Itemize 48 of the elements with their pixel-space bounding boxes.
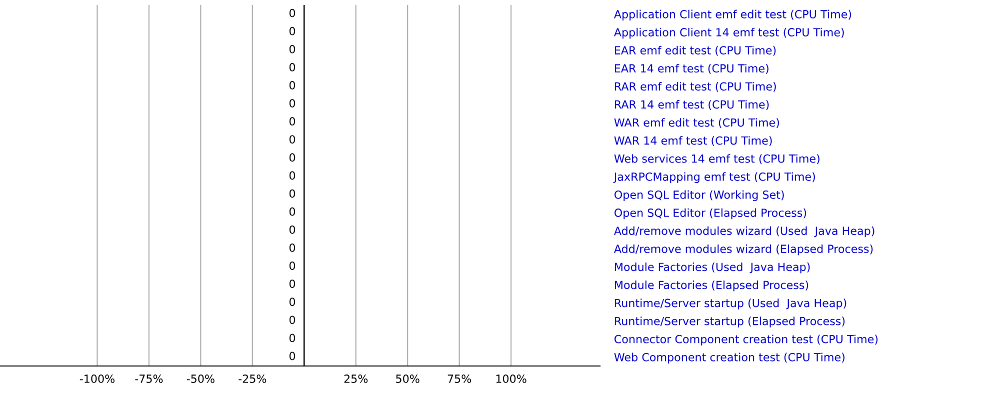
data-label: 0 — [289, 171, 296, 180]
y-tick-label: Open SQL Editor (Elapsed Process) — [614, 208, 806, 220]
y-tick-label: Open SQL Editor (Working Set) — [614, 190, 784, 202]
data-label: 0 — [289, 334, 296, 342]
data-label: 0 — [289, 117, 296, 126]
y-tick-label: JaxRPCMapping emf test (CPU Time) — [613, 172, 815, 184]
data-label: 0 — [289, 262, 296, 270]
data-label: 0 — [289, 189, 296, 198]
data-label: 0 — [289, 26, 296, 36]
data-label: 0 — [289, 207, 296, 216]
x-tick-label: 100% — [496, 374, 526, 383]
y-tick-label: Module Factories (Elapsed Process) — [614, 280, 808, 292]
y-tick-label: Add/remove modules wizard (Used Java Heap) — [614, 226, 874, 238]
y-tick-label: Runtime/Server startup (Elapsed Process) — [614, 316, 845, 328]
y-tick-label: Connector Component creation test (CPU Time) — [614, 334, 878, 346]
y-tick-label: RAR emf edit test (CPU Time) — [614, 82, 776, 92]
y-tick-label: WAR 14 emf test (CPU Time) — [614, 136, 772, 146]
y-tick-label: WAR emf edit test (CPU Time) — [614, 118, 779, 128]
y-tick-label: EAR 14 emf test (CPU Time) — [614, 64, 768, 74]
x-tick-label: 25% — [344, 374, 368, 383]
y-tick-label: RAR 14 emf test (CPU Time) — [614, 100, 769, 110]
x-tick-label: -75% — [135, 374, 163, 383]
data-label: 0 — [289, 62, 296, 72]
data-label: 0 — [289, 352, 296, 360]
y-tick-label: Application Client emf edit test (CPU Time) — [614, 10, 852, 21]
x-tick-label: 50% — [396, 374, 420, 383]
data-label: 0 — [289, 99, 296, 108]
y-tick-label: Add/remove modules wizard (Elapsed Process) — [614, 244, 873, 256]
data-label: 0 — [289, 8, 296, 18]
data-label: 0 — [289, 81, 296, 90]
data-label: 0 — [289, 135, 296, 144]
x-tick-label: -50% — [186, 374, 214, 383]
data-label: 0 — [289, 153, 296, 162]
data-label: 0 — [289, 44, 296, 54]
y-tick-label: EAR emf edit test (CPU Time) — [614, 46, 776, 56]
data-label: 0 — [289, 298, 296, 306]
data-label: 0 — [289, 316, 296, 324]
y-tick-label: Web services 14 emf test (CPU Time) — [614, 154, 820, 164]
y-tick-label: Module Factories (Used Java Heap) — [614, 262, 810, 274]
y-tick-label: Application Client 14 emf test (CPU Time) — [614, 28, 844, 39]
y-tick-label: Runtime/Server startup (Used Java Heap) — [614, 298, 846, 310]
data-label: 0 — [289, 225, 296, 234]
x-tick-label: -25% — [238, 374, 266, 383]
data-label: 0 — [289, 280, 296, 288]
data-label: 0 — [289, 243, 296, 252]
x-tick-label: -100% — [80, 374, 115, 383]
y-tick-label: Web Component creation test (CPU Time) — [614, 352, 844, 364]
x-tick-label: 75% — [448, 374, 472, 383]
